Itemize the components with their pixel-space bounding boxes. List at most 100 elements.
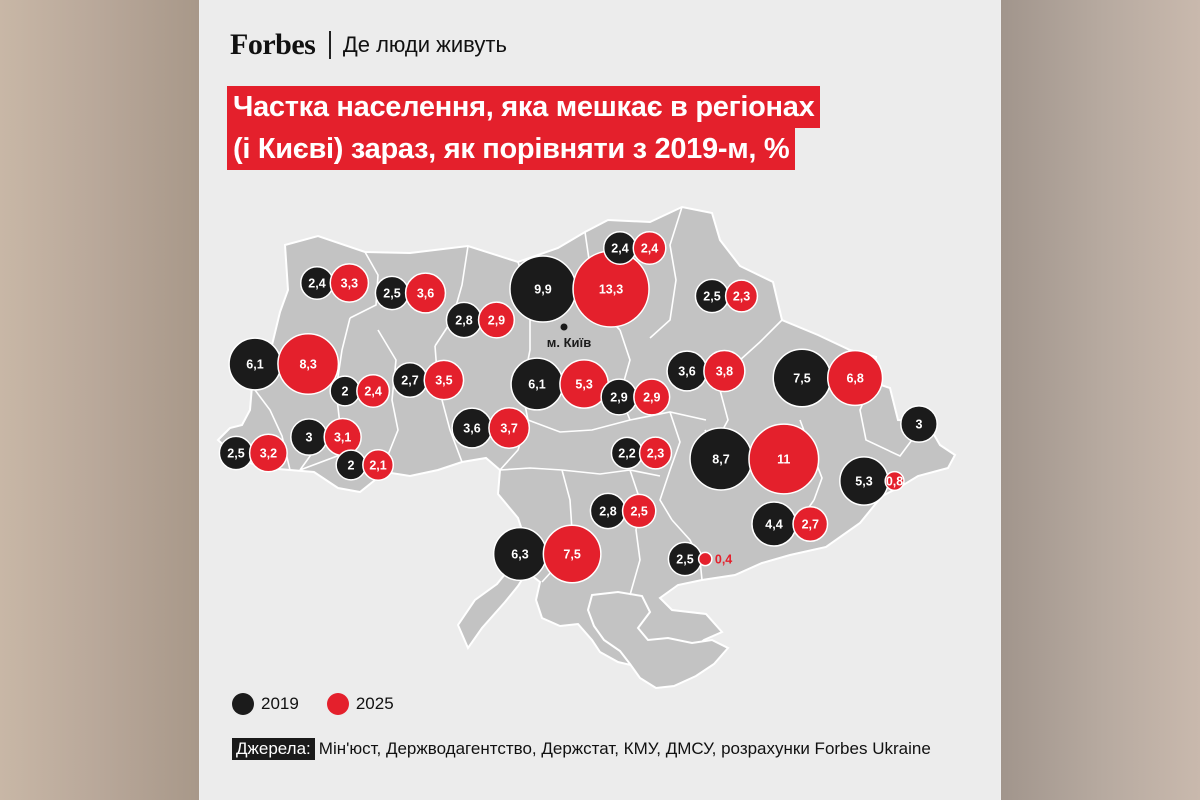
border-dnipro-west xyxy=(659,411,681,521)
value-2019-vinnytsia: 3,6 xyxy=(463,422,480,436)
value-2025-ivano-frankivsk: 3,1 xyxy=(334,431,351,445)
marker-2025-poltava xyxy=(703,349,746,393)
ukraine-map: 2,4 3,3 2,5 3,6 2,8 2,9 9,9 13,3 2,4 2,4 2,5 2,3 6,1… xyxy=(216,205,957,690)
value-2019-kyiv-city: 9,9 xyxy=(534,283,551,297)
value-2025-chernihiv: 2,4 xyxy=(641,242,658,256)
infographic-card: Forbes Де люди живуть Частка населення, … xyxy=(200,0,1000,800)
marker-2025-khmelnytskyi xyxy=(423,359,465,401)
value-2019-ternopil: 2 xyxy=(342,385,349,399)
value-2025-donetsk: 0,8 xyxy=(886,475,903,489)
value-2019-chernihiv: 2,4 xyxy=(611,242,628,256)
value-2025-poltava: 3,8 xyxy=(716,365,733,379)
forbes-logo: Forbes xyxy=(230,28,316,61)
value-2025-volyn: 3,3 xyxy=(341,277,358,291)
value-2019-luhansk: 3 xyxy=(916,418,923,432)
sources-text: Мін'юст, Держводагентство, Держстат, КМУ… xyxy=(318,739,931,758)
kyiv-city-marker: м. Київ xyxy=(547,323,591,350)
value-2025-kyiv-city: 13,3 xyxy=(599,283,623,297)
value-2025-zakarpattia: 3,2 xyxy=(260,447,277,461)
legend-2025-swatch xyxy=(326,693,349,715)
marker-2025-volyn xyxy=(329,263,370,303)
legend: 2019 2025 xyxy=(232,693,422,715)
border-kherson-mykolaiv xyxy=(629,469,641,596)
value-2025-kharkiv: 6,8 xyxy=(846,372,863,386)
title-line-1: Частка населення, яка мешкає в регіонах xyxy=(227,86,821,128)
value-2019-chernivtsi: 2 xyxy=(348,459,355,473)
title-line-2: (і Києві) зараз, як порівняти з 2019-м, … xyxy=(227,128,796,170)
marker-2025-kherson xyxy=(697,551,713,567)
value-2019-mykolaiv: 2,8 xyxy=(599,505,616,519)
marker-2025-donetsk xyxy=(884,470,905,492)
value-2019-kherson: 2,5 xyxy=(676,553,693,567)
marker-2025-lviv xyxy=(277,332,340,396)
value-2025-zaporizhzhia: 2,7 xyxy=(802,518,819,532)
legend-2025-label: 2025 xyxy=(355,694,394,713)
region-markers: 2,4 3,3 2,5 3,6 2,8 2,9 9,9 13,3 2,4 2,4 2,5 2,3 6,1… xyxy=(218,230,938,584)
value-2019-dnipropetrovsk: 8,7 xyxy=(712,453,729,467)
value-2025-khmelnytskyi: 3,5 xyxy=(435,374,452,388)
sources-label: Джерела: xyxy=(232,738,315,760)
marker-2025-odesa xyxy=(542,524,602,584)
marker-2025-chernihiv xyxy=(632,230,667,266)
value-2019-poltava: 3,6 xyxy=(678,365,695,379)
marker-2025-ternopil xyxy=(356,373,391,409)
marker-2025-vinnytsia xyxy=(488,407,531,449)
marker-2025-zhytomyr xyxy=(477,301,516,339)
header-divider xyxy=(329,31,331,59)
map-shape xyxy=(216,205,957,690)
border-rivne-zhytomyr xyxy=(434,245,469,347)
value-2019-zakarpattia: 2,5 xyxy=(227,447,244,461)
marker-2025-zakarpattia xyxy=(248,433,288,473)
border-cherkasy-kirovohrad xyxy=(527,411,707,433)
marker-2025-kharkiv xyxy=(827,349,884,407)
value-2019-ivano-frankivsk: 3 xyxy=(306,431,313,445)
value-2025-mykolaiv: 2,5 xyxy=(630,505,647,519)
border-chernihiv-sumy xyxy=(649,206,683,339)
value-2019-kirovohrad: 2,2 xyxy=(618,447,635,461)
value-2025-lviv: 8,3 xyxy=(299,358,316,372)
value-2025-zhytomyr: 2,9 xyxy=(488,314,505,328)
value-2025-kirovohrad: 2,3 xyxy=(647,447,664,461)
kyiv-city-label: м. Київ xyxy=(547,335,591,350)
value-2025-kherson: 0,4 xyxy=(715,553,732,567)
legend-2019-label: 2019 xyxy=(261,694,299,713)
value-2019-odesa: 6,3 xyxy=(511,548,528,562)
value-2019-rivne: 2,5 xyxy=(383,287,400,301)
value-2019-kyiv-oblast: 6,1 xyxy=(528,378,545,392)
value-2025-odesa: 7,5 xyxy=(563,548,580,562)
value-2019-khmelnytskyi: 2,7 xyxy=(401,374,418,388)
marker-2019-luhansk xyxy=(900,405,938,443)
border-ternopil-khmel xyxy=(377,329,399,461)
value-2025-dnipropetrovsk: 11 xyxy=(777,453,790,467)
value-2019-sumy: 2,5 xyxy=(703,290,720,304)
legend-2019-swatch xyxy=(232,693,254,715)
border-kirovohrad-south xyxy=(561,469,661,477)
marker-2025-chernivtsi xyxy=(362,449,395,481)
section-subtitle: Де люди живуть xyxy=(342,32,507,57)
value-2019-lviv: 6,1 xyxy=(246,358,263,372)
sources-footer: Джерела: Мін'юст, Держводагентство, Держ… xyxy=(232,738,931,760)
value-2019-zhytomyr: 2,8 xyxy=(455,314,472,328)
crimea-outline xyxy=(586,590,730,690)
value-2025-kyiv-oblast: 5,3 xyxy=(575,378,592,392)
value-2025-rivne: 3,6 xyxy=(417,287,434,301)
marker-2025-rivne xyxy=(404,272,447,314)
marker-2025-kirovohrad xyxy=(638,436,673,470)
brand-header: Forbes Де люди живуть xyxy=(230,28,507,62)
value-2019-kharkiv: 7,5 xyxy=(793,372,810,386)
page-title: Частка населення, яка мешкає в регіонах … xyxy=(227,86,821,170)
marker-2025-sumy xyxy=(724,279,759,313)
value-2025-chernivtsi: 2,1 xyxy=(369,459,386,473)
marker-2025-cherkasy xyxy=(633,378,671,416)
value-2025-cherkasy: 2,9 xyxy=(643,391,660,405)
marker-2025-dnipropetrovsk xyxy=(748,423,820,495)
value-2019-donetsk: 5,3 xyxy=(855,475,872,489)
marker-2025-mykolaiv xyxy=(621,493,657,529)
kyiv-city-dot xyxy=(560,323,568,331)
value-2019-cherkasy: 2,9 xyxy=(610,391,627,405)
value-2019-zaporizhzhia: 4,4 xyxy=(765,518,782,532)
value-2025-ternopil: 2,4 xyxy=(364,385,381,399)
value-2019-volyn: 2,4 xyxy=(308,277,325,291)
value-2025-sumy: 2,3 xyxy=(733,290,750,304)
border-odesa-north xyxy=(499,467,563,471)
